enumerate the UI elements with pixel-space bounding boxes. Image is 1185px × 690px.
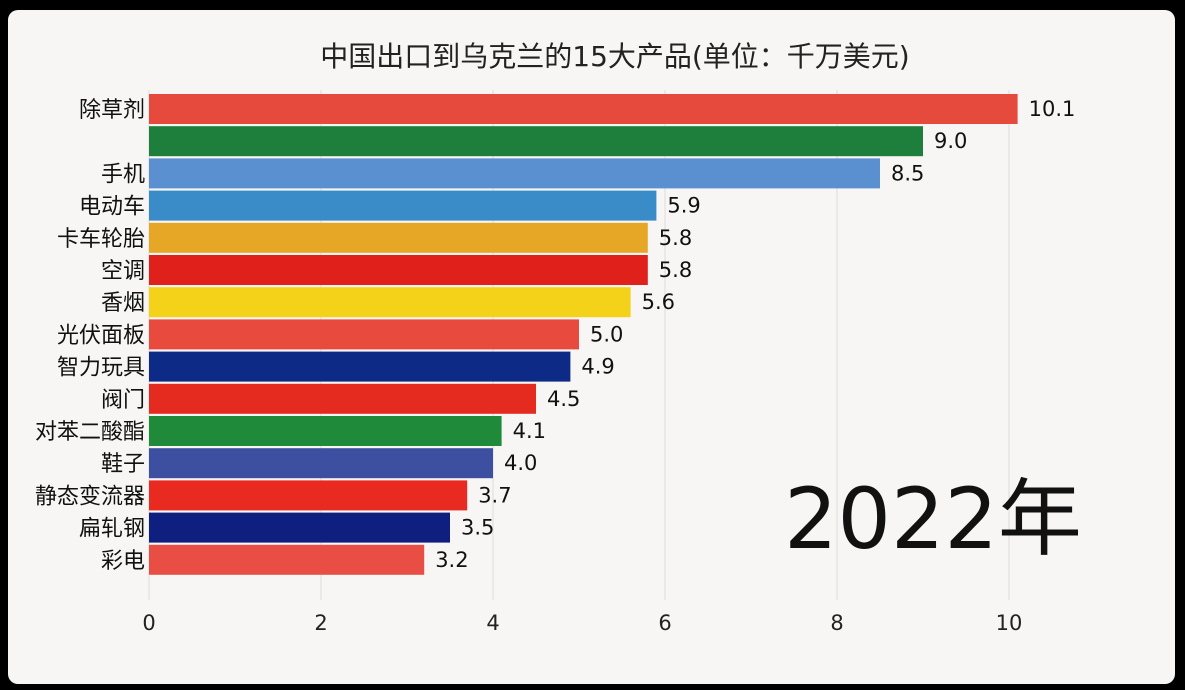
bar-layer xyxy=(149,94,1018,575)
bar xyxy=(149,512,450,543)
bar xyxy=(149,351,571,382)
category-label: 卡车轮胎 xyxy=(57,227,145,252)
category-label: 静态变流器 xyxy=(35,484,145,509)
bar-value-label: 5.8 xyxy=(659,258,692,282)
bar-value-label: 3.2 xyxy=(435,548,468,572)
bar xyxy=(149,448,493,479)
category-label: 手机 xyxy=(101,162,145,187)
category-label: 鞋子 xyxy=(101,452,145,477)
bar-chart: 10.1 除草剂 9.0 8.5 手机 5.9 电动车 5.8 卡车轮胎 5.8 空调 5.6 香烟 5.… xyxy=(35,40,1082,635)
bar-value-label: 4.1 xyxy=(513,419,546,443)
category-label: 智力玩具 xyxy=(57,356,145,381)
category-label: 除草剂 xyxy=(79,98,145,123)
category-label: 香烟 xyxy=(101,291,145,316)
bar xyxy=(149,319,579,350)
category-label: 对苯二酸酯 xyxy=(35,420,145,445)
bar xyxy=(149,480,468,511)
bar xyxy=(149,287,631,318)
category-label: 电动车 xyxy=(79,195,145,220)
bar-value-label: 3.5 xyxy=(461,516,494,540)
bar xyxy=(149,94,1018,124)
x-tick-label: 8 xyxy=(830,611,843,635)
category-label: 光伏面板 xyxy=(57,323,145,348)
chart-panel: 10.1 除草剂 9.0 8.5 手机 5.9 电动车 5.8 卡车轮胎 5.8 空调 5.6 香烟 5.… xyxy=(8,10,1175,684)
x-tick-label: 0 xyxy=(142,611,155,635)
bar-value-label: 4.9 xyxy=(581,355,614,379)
tick-layer: 0 2 4 6 8 10 xyxy=(142,611,1022,635)
bar xyxy=(149,222,648,253)
bar xyxy=(149,383,536,414)
bar xyxy=(149,158,880,189)
x-tick-label: 6 xyxy=(658,611,671,635)
x-tick-label: 2 xyxy=(314,611,327,635)
category-label: 空调 xyxy=(101,259,145,284)
year-annotation: 2022年 xyxy=(784,470,1082,568)
category-label: 扁轧钢 xyxy=(79,517,145,542)
bar-value-label: 5.0 xyxy=(590,322,623,346)
bar-value-label: 5.8 xyxy=(659,226,692,250)
bar-value-label: 5.9 xyxy=(667,194,700,218)
bar-value-label: 10.1 xyxy=(1029,97,1076,121)
bar xyxy=(149,416,502,446)
x-tick-label: 4 xyxy=(486,611,499,635)
bar-value-label: 8.5 xyxy=(891,161,924,185)
category-label: 阀门 xyxy=(101,388,145,413)
bar xyxy=(149,126,923,157)
bar xyxy=(149,255,648,285)
bar xyxy=(149,544,425,575)
label-layer: 10.1 除草剂 9.0 8.5 手机 5.9 电动车 5.8 卡车轮胎 5.8 空调 5.6 香烟 5.… xyxy=(35,97,1075,574)
bar-value-label: 4.0 xyxy=(504,451,537,475)
bar-value-label: 3.7 xyxy=(478,483,511,507)
bar-value-label: 9.0 xyxy=(934,129,967,153)
bar-value-label: 4.5 xyxy=(547,387,580,411)
category-label: 彩电 xyxy=(101,549,145,574)
bar xyxy=(149,190,657,221)
bar-value-label: 5.6 xyxy=(642,290,675,314)
x-tick-label: 10 xyxy=(996,611,1023,635)
chart-title: 中国出口到乌克兰的15大产品(单位：千万美元) xyxy=(320,40,909,73)
